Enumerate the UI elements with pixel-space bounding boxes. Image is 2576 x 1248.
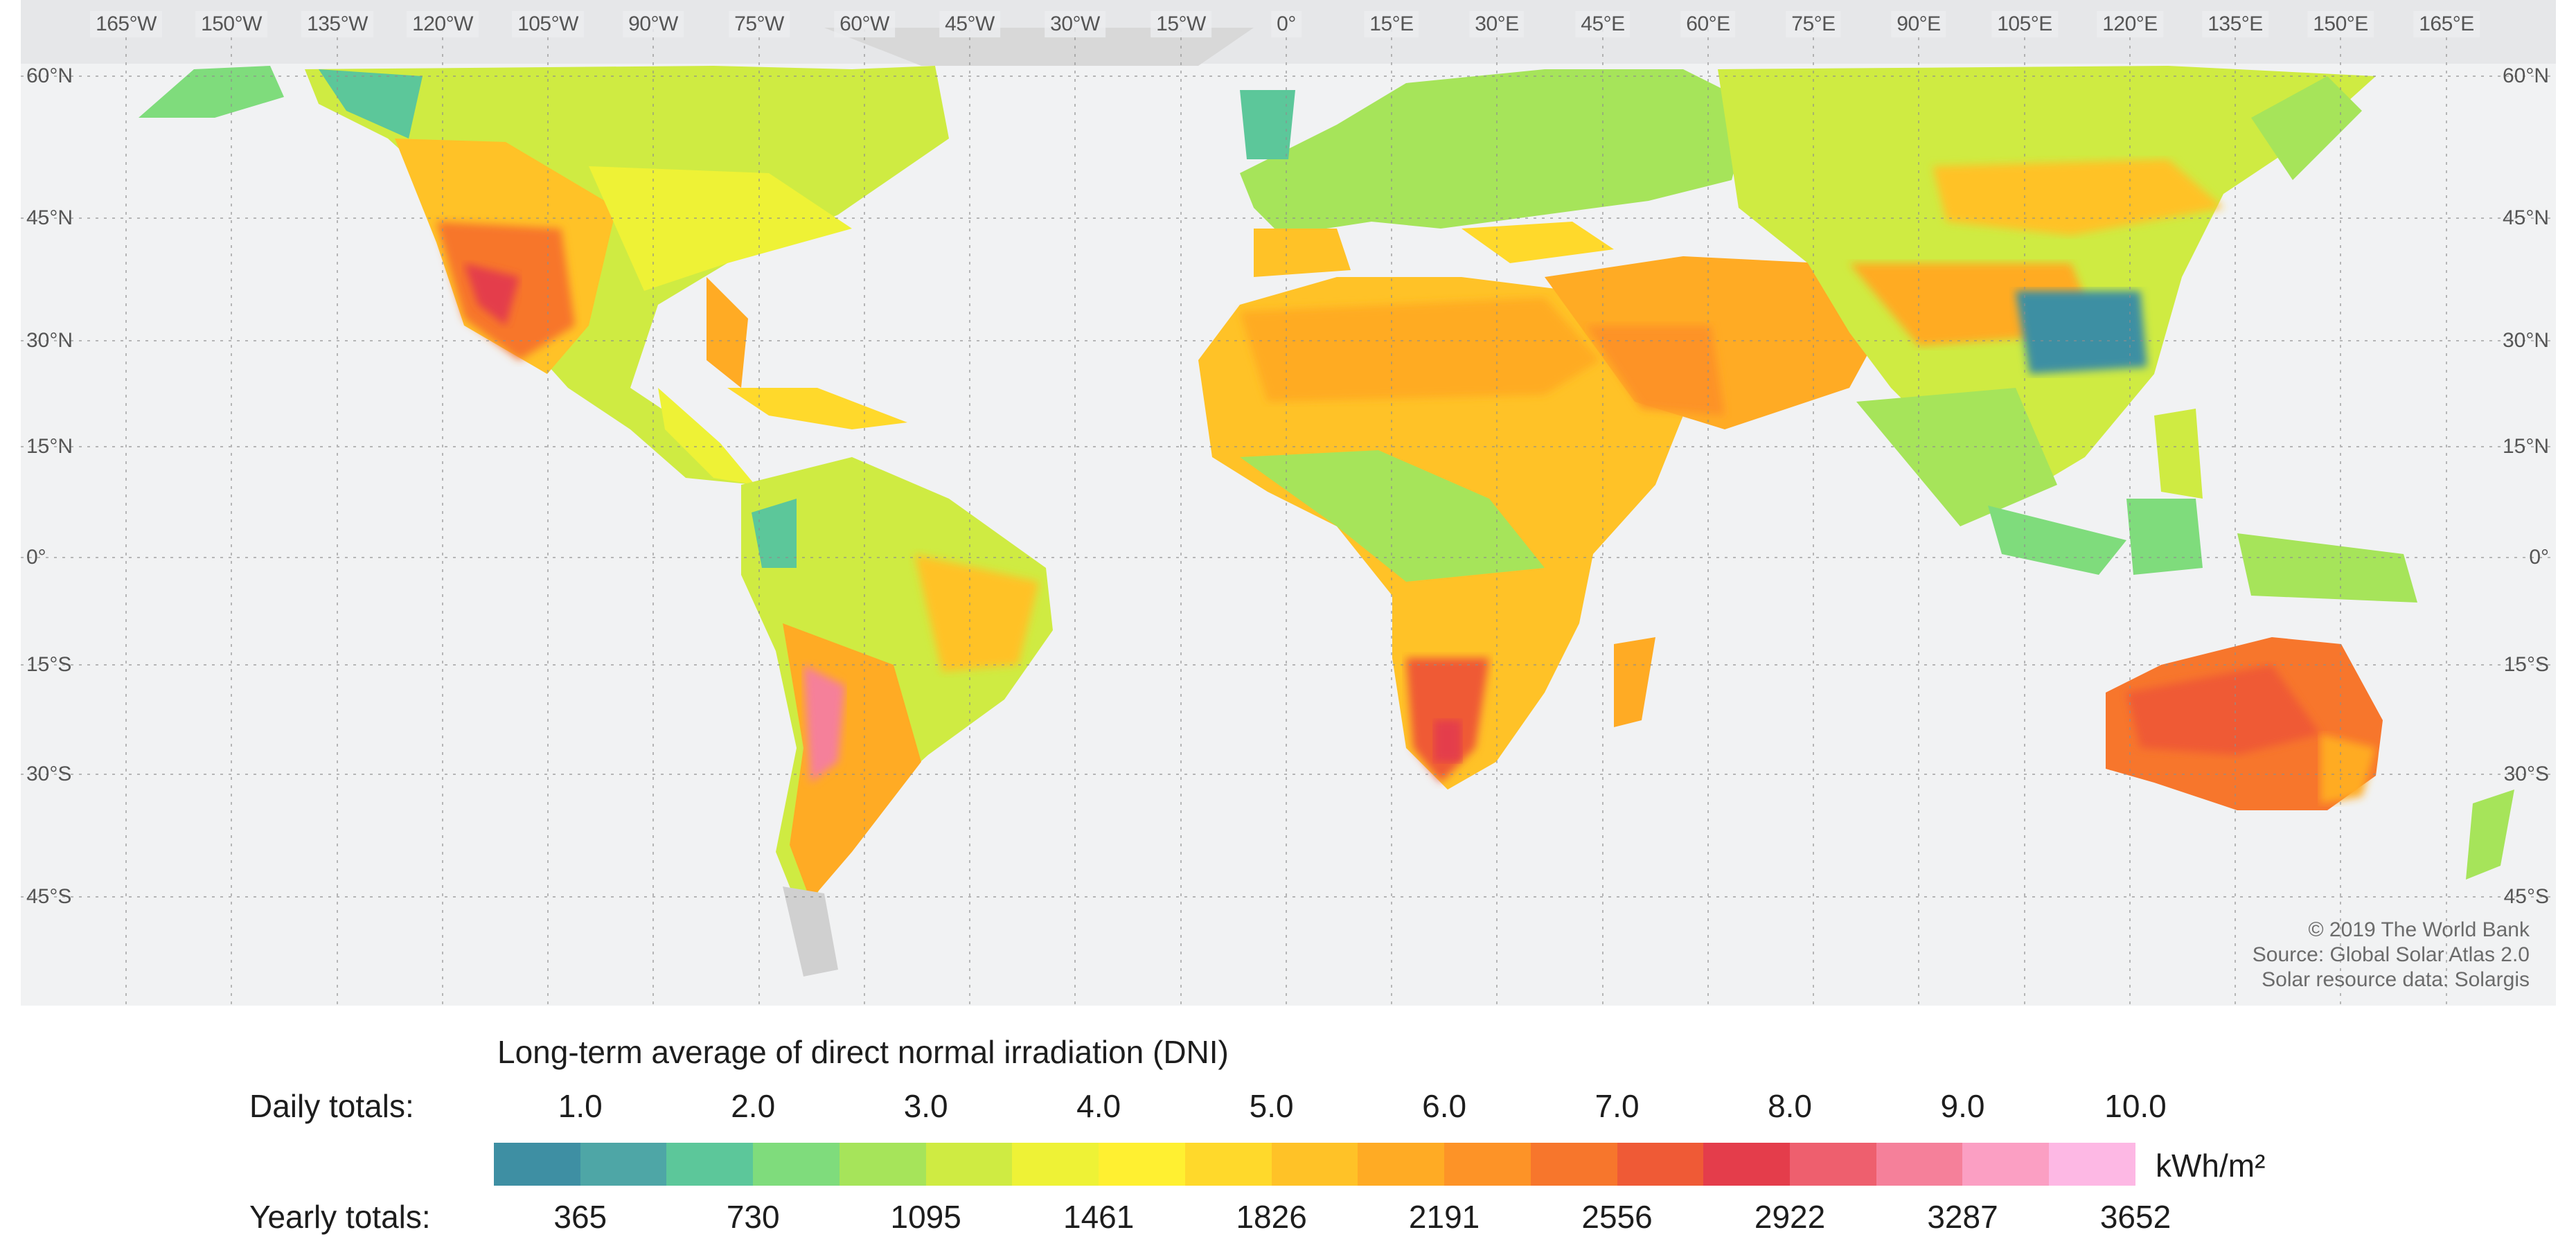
credit-line: Solar resource data: Solargis [2262,968,2530,991]
longitude-label: 30°E [1469,11,1525,37]
latitude-label: 30°S [2503,763,2549,785]
legend-title: Long-term average of direct normal irrad… [497,1034,1229,1070]
legend-swatch [666,1143,754,1186]
legend-swatch [1530,1143,1617,1186]
latitude-label: 0° [2529,546,2549,569]
legend-swatch [1358,1143,1445,1186]
latitude-label: 45°N [2502,206,2549,229]
greenland-landmass [824,28,1254,66]
yearly-tick-label: 2922 [1754,1199,1826,1235]
longitude-label: 75°E [1786,11,1841,37]
yearly-tick-label: 3287 [1927,1199,1998,1235]
daily-tick-label: 10.0 [2104,1088,2167,1124]
credit-line: © 2019 The World Bank [2308,918,2530,941]
map-graphic [21,0,2556,1006]
legend-swatch [1876,1143,1963,1186]
daily-tick-label: 9.0 [1940,1088,1985,1124]
latitude-label: 15°S [26,653,72,676]
dni-world-map: 165°W 150°W 135°W 120°W 105°W 90°W 75°W 60°W 45°… [21,0,2556,1006]
longitude-label: 0° [1271,11,1302,37]
latitude-label: 45°S [26,885,72,908]
yearly-tick-label: 365 [553,1199,607,1235]
latitude-label: 45°S [2503,885,2549,908]
australia-landmass [2106,637,2383,810]
north-america-landmass [139,66,949,485]
longitude-label: 60°W [834,11,895,37]
legend-swatch [2049,1143,2135,1186]
longitude-label: 105°E [1991,11,2058,37]
legend-swatch [1444,1143,1531,1186]
longitude-label: 135°W [301,11,373,37]
daily-tick-label: 5.0 [1249,1088,1294,1124]
latitude-label: 45°N [26,206,73,229]
africa-landmass [1198,277,1683,790]
daily-totals-label: Daily totals: [249,1088,414,1124]
longitude-label: 15°W [1151,11,1211,37]
daily-tick-label: 7.0 [1595,1088,1640,1124]
longitude-label: 135°E [2202,11,2268,37]
yearly-tick-label: 3652 [2099,1199,2171,1235]
longitude-label: 45°E [1575,11,1631,37]
legend-swatch [839,1143,926,1186]
legend-swatch [1790,1143,1876,1186]
map-credits: © 2019 The World Bank Source: Global Sol… [2253,918,2530,992]
latitude-label: 30°S [26,763,72,785]
yearly-tick-label: 1095 [890,1199,961,1235]
latitude-label: 30°N [26,329,73,352]
longitude-label: 30°W [1045,11,1105,37]
longitude-label: 90°W [623,11,684,37]
longitude-label: 75°W [729,11,790,37]
latitude-label: 15°S [2503,653,2549,676]
legend-swatch [1617,1143,1704,1186]
legend-swatch [925,1143,1013,1186]
yearly-tick-label: 2191 [1408,1199,1480,1235]
graticule [21,21,2556,1006]
longitude-label: 90°E [1891,11,1946,37]
longitude-label: 150°W [195,11,267,37]
legend-swatch [1703,1143,1791,1186]
daily-tick-label: 2.0 [731,1088,776,1124]
longitude-label: 105°W [512,11,584,37]
legend-swatch [1962,1143,2050,1186]
legend-swatch [1184,1143,1272,1186]
longitude-label: 150°E [2307,11,2374,37]
yearly-tick-label: 1826 [1236,1199,1307,1235]
legend-swatch [1012,1143,1099,1186]
legend-swatch [753,1143,840,1186]
yearly-tick-label: 1461 [1063,1199,1135,1235]
yearly-tick-label: 730 [726,1199,780,1235]
daily-tick-label: 3.0 [903,1088,948,1124]
asia-landmass [1718,66,2376,526]
longitude-label: 165°E [2413,11,2480,37]
longitude-label: 45°W [939,11,1000,37]
latitude-label: 30°N [2502,329,2549,352]
legend-swatch [1099,1143,1185,1186]
latitude-label: 0° [26,546,46,569]
south-america-landmass [741,457,1053,977]
yearly-totals-label: Yearly totals: [249,1199,431,1235]
legend-swatch [494,1143,580,1186]
yearly-tick-label: 2556 [1581,1199,1653,1235]
daily-tick-label: 1.0 [558,1088,603,1124]
longitude-label: 165°W [90,11,162,37]
latitude-label: 15°N [2502,435,2549,458]
middle-east-landmass [1545,256,1891,429]
longitude-label: 120°W [407,11,479,37]
europe-landmass [1240,69,1752,277]
longitude-label: 120°E [2097,11,2163,37]
credit-line: Source: Global Solar Atlas 2.0 [2252,943,2530,966]
new-zealand-landmass [2466,790,2514,880]
latitude-label: 60°N [2502,64,2549,87]
legend-swatch [1271,1143,1358,1186]
latitude-label: 15°N [26,435,73,458]
legend-color-bar [494,1143,2135,1186]
unit-label: kWh/m² [2156,1148,2266,1184]
latitude-label: 60°N [26,64,73,87]
longitude-label: 60°E [1680,11,1736,37]
daily-tick-label: 6.0 [1422,1088,1467,1124]
longitude-label: 15°E [1364,11,1419,37]
daily-tick-label: 8.0 [1768,1088,1813,1124]
daily-tick-label: 4.0 [1076,1088,1121,1124]
legend-swatch [580,1143,667,1186]
